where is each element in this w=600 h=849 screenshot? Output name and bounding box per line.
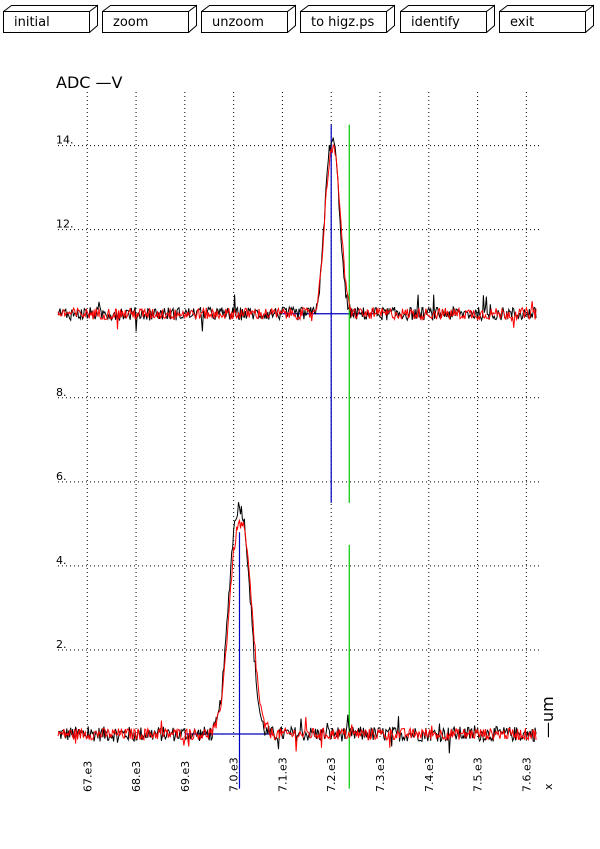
x-tick-label-3: 7.0.e3 bbox=[228, 757, 241, 792]
unzoom-button-label: unzoom bbox=[212, 15, 264, 30]
x-axis-unit: —um bbox=[538, 696, 557, 738]
exit-button-label: exit bbox=[510, 15, 535, 30]
x-axis-name: x bbox=[542, 783, 555, 790]
y-tick-label-4: 12. bbox=[56, 218, 74, 231]
to-higz-ps-button-label: to higz.ps bbox=[311, 15, 375, 30]
x-tick-label-9: 7.6.e3 bbox=[520, 757, 533, 792]
trace-1 bbox=[57, 518, 537, 752]
zoom-button-label: zoom bbox=[113, 15, 149, 30]
x-tick-label-1: 68.e3 bbox=[130, 761, 143, 792]
x-tick-label-0: 67.e3 bbox=[81, 761, 94, 792]
cursor-markers bbox=[184, 124, 376, 789]
y-tick-label-0: 2. bbox=[56, 638, 67, 651]
x-tick-label-6: 7.3.e3 bbox=[374, 757, 387, 792]
signal-traces bbox=[57, 137, 537, 754]
x-tick-label-2: 69.e3 bbox=[179, 761, 192, 792]
trace-2 bbox=[57, 137, 537, 332]
y-tick-label-1: 4. bbox=[56, 554, 67, 567]
axis-labels: 67.e3 68.e3 69.e3 7.0.e3 7.1.e3 7.2.e3 7.3.e3 7… bbox=[56, 134, 533, 792]
initial-button-label: initial bbox=[14, 15, 50, 30]
x-tick-label-7: 7.4.e3 bbox=[423, 757, 436, 792]
identify-button-label: identify bbox=[411, 15, 460, 30]
trace-0 bbox=[57, 502, 537, 754]
y-tick-label-5: 14. bbox=[56, 134, 74, 147]
toolbar: initial zoom unzoom to higz.ps identify … bbox=[0, 0, 600, 36]
grid bbox=[58, 92, 541, 738]
trace-3 bbox=[57, 143, 537, 330]
y-tick-label-2: 6. bbox=[56, 470, 67, 483]
y-axis-title: ADC —V bbox=[56, 73, 123, 92]
x-tick-label-5: 7.2.e3 bbox=[325, 757, 338, 792]
y-tick-label-3: 8. bbox=[56, 386, 67, 399]
x-tick-label-8: 7.5.e3 bbox=[472, 757, 485, 792]
x-tick-label-4: 7.1.e3 bbox=[276, 757, 289, 792]
